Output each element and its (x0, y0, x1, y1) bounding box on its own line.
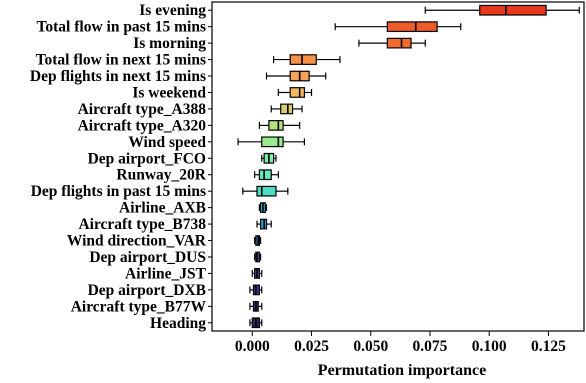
box-dep-airport-fco (261, 152, 277, 164)
x-tick-label: 0.025 (294, 338, 329, 355)
box-group (237, 4, 580, 329)
box-total-flow-in-next-15-mins (273, 54, 341, 65)
box-wind-speed (237, 136, 306, 148)
box-dep-airport-dxb (249, 284, 263, 296)
y-tick-label: Wind direction_VAR (67, 233, 207, 250)
box-airline-jst (251, 268, 263, 279)
y-tick-label: Is morning (133, 35, 206, 52)
y-tick-label: Aircraft type_A388 (78, 101, 207, 118)
box-aircraft-type-a388 (270, 103, 303, 115)
plot-frame (211, 1, 585, 332)
y-tick-label: Dep flights in past 15 mins (31, 183, 206, 200)
iqr-box (386, 21, 438, 33)
x-tick-label: 0.075 (413, 338, 448, 355)
box-dep-airport-dus (254, 251, 262, 263)
box-is-weekend (277, 87, 313, 98)
box-is-morning (358, 37, 426, 49)
iqr-box (386, 37, 412, 49)
box-wind-direction-var (254, 235, 262, 246)
y-tick-label: Total flow in next 15 mins (36, 52, 206, 69)
x-tick-label: 0.100 (472, 338, 507, 355)
iqr-box (261, 136, 284, 148)
box-dep-flights-in-past-15-mins (242, 185, 289, 197)
iqr-box (289, 87, 306, 98)
y-tick-label: Heading (150, 315, 206, 332)
x-axis-label: Permutation importance (318, 362, 486, 379)
y-tick-label: Total flow in past 15 mins (36, 19, 206, 36)
box-aircraft-type-a320 (258, 120, 301, 131)
y-tick-label: Dep airport_DXB (88, 282, 206, 299)
y-tick-label: Aircraft type_B77W (71, 298, 207, 315)
x-tick-label: 0.050 (353, 338, 388, 355)
y-tick-label: Airline_JST (125, 265, 207, 282)
box-is-evening (424, 4, 580, 16)
iqr-box (268, 120, 284, 131)
x-tick-label: 0.000 (235, 338, 270, 355)
box-runway-20r (254, 169, 279, 181)
y-tick-label: Is weekend (132, 84, 206, 101)
x-ticks: 0.000 0.025 0.050 0.075 0.100 0.125 (235, 331, 566, 355)
box-dep-flights-in-next-15-mins (265, 70, 327, 82)
x-tick-label: 0.125 (531, 338, 566, 355)
y-tick-label: Dep flights in next 15 mins (30, 68, 206, 85)
box-airline-axb (258, 202, 268, 213)
box-total-flow-in-past-15-mins (334, 21, 462, 33)
y-tick-label: Wind speed (128, 134, 206, 151)
y-tick-label: Aircraft type_A320 (78, 117, 207, 134)
iqr-box (256, 185, 277, 197)
y-tick-label: Dep airport_DUS (89, 249, 206, 266)
iqr-box (479, 4, 547, 16)
y-tick-label: Runway_20R (116, 167, 206, 184)
iqr-box (280, 103, 294, 115)
iqr-box (258, 169, 272, 181)
box-aircraft-type-b77w (249, 300, 263, 312)
y-tick-label: Dep airport_FCO (88, 150, 206, 167)
y-tick-label: Is evening (139, 2, 206, 19)
y-tick-label: Aircraft type_B738 (78, 216, 206, 233)
iqr-box (289, 54, 317, 65)
box-aircraft-type-b738 (256, 218, 272, 230)
y-tick-label: Airline_AXB (119, 200, 206, 217)
box-heading (249, 317, 263, 329)
